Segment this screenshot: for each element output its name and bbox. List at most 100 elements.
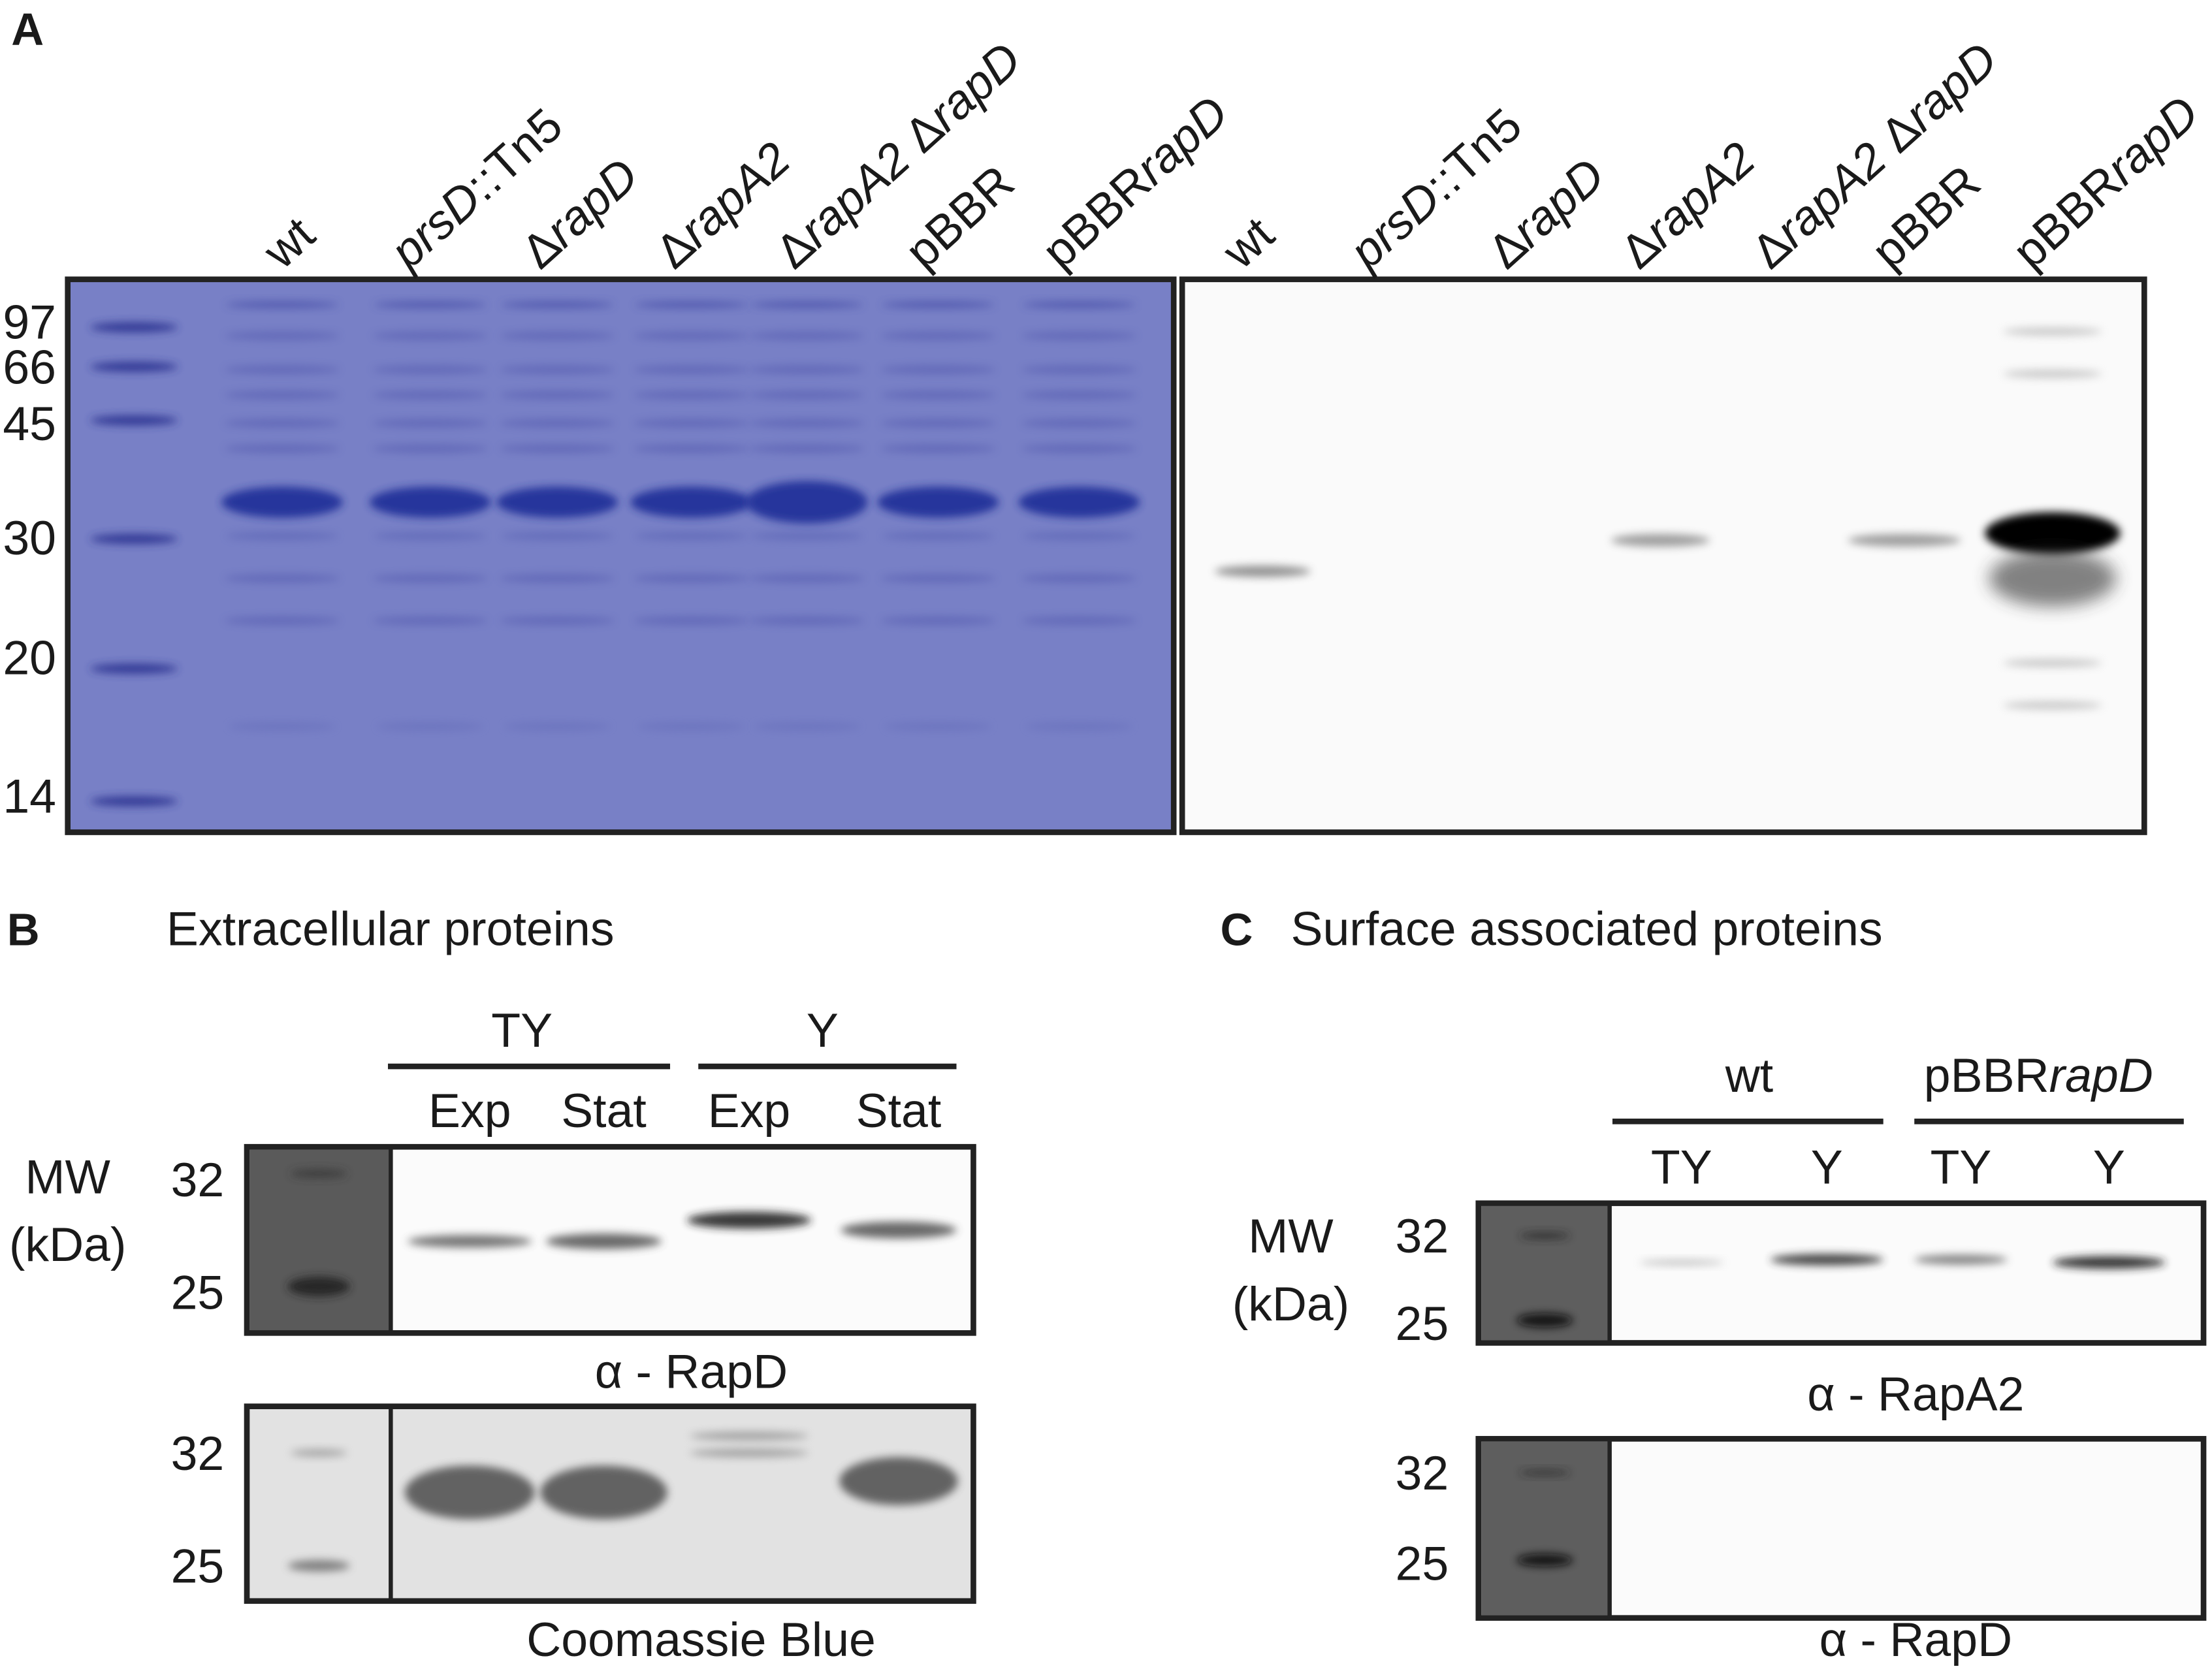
band (1021, 616, 1138, 625)
band (749, 419, 865, 428)
band (1021, 419, 1138, 428)
band (880, 574, 997, 583)
band (877, 486, 999, 518)
band (630, 486, 752, 518)
band (2003, 701, 2102, 710)
band (374, 532, 487, 541)
mw-label: MW (1248, 1209, 1334, 1263)
group-label: pBBRrapD (1924, 1049, 2153, 1102)
band (1611, 534, 1710, 547)
band (880, 616, 997, 625)
band (880, 390, 997, 400)
band (224, 390, 340, 400)
band (2003, 370, 2102, 378)
band (90, 415, 178, 426)
band (753, 722, 861, 731)
band (221, 486, 343, 518)
band (499, 331, 615, 340)
marker-label: 97 (3, 295, 56, 349)
band (882, 532, 995, 541)
band (372, 390, 489, 400)
condition-label: Exp (428, 1084, 511, 1138)
band (1021, 444, 1138, 453)
blot-caption: α - RapA2 (1807, 1367, 2024, 1421)
band (880, 331, 997, 340)
band (290, 1449, 347, 1457)
condition-label: Stat (856, 1084, 942, 1138)
band (372, 419, 489, 428)
band (540, 1465, 667, 1520)
band (2003, 658, 2102, 667)
band (372, 444, 489, 453)
condition-label: Y (2093, 1140, 2125, 1194)
mw-label: MW (25, 1150, 110, 1203)
marker-label: 32 (171, 1153, 225, 1207)
band (499, 616, 615, 625)
band (504, 722, 611, 731)
band (880, 419, 997, 428)
marker-label: 30 (3, 511, 56, 565)
band (1021, 365, 1138, 374)
mw-label: (kDa) (1232, 1277, 1350, 1331)
band (690, 1448, 809, 1458)
band (1639, 1260, 1724, 1266)
blot-caption: α - RapD (1819, 1613, 2012, 1666)
condition-label: Y (1811, 1140, 1843, 1194)
marker-label: 20 (3, 631, 56, 685)
band (880, 365, 997, 374)
band (746, 481, 868, 524)
blot-bands (287, 1169, 2166, 1572)
band (500, 301, 614, 309)
band (633, 365, 750, 374)
lane-label: ΔrapA2 (1611, 132, 1765, 279)
band (90, 663, 178, 674)
band (369, 486, 491, 518)
marker-label: 25 (171, 1266, 225, 1320)
band (884, 722, 992, 731)
band (372, 574, 489, 583)
band (287, 1560, 350, 1572)
panel-title: Surface associated proteins (1290, 902, 1882, 955)
band (1018, 486, 1140, 518)
band (750, 532, 863, 541)
band (228, 722, 336, 731)
band (372, 331, 489, 340)
band (633, 331, 750, 340)
band (90, 534, 178, 544)
band (1025, 722, 1133, 731)
blot-caption: α - RapD (595, 1345, 788, 1399)
lane-label: pBBRrapD (1032, 86, 1238, 279)
band (880, 444, 997, 453)
band (1214, 566, 1311, 577)
band (287, 1276, 350, 1297)
band (749, 574, 865, 583)
band (1519, 1232, 1571, 1239)
condition-label: Stat (561, 1084, 647, 1138)
marker-label: 25 (171, 1540, 225, 1593)
band (224, 574, 340, 583)
marker-lane (1481, 1441, 1609, 1616)
band (545, 1234, 662, 1249)
band (90, 796, 178, 806)
western-blot (1179, 276, 2147, 835)
band (499, 444, 615, 453)
band (749, 365, 865, 374)
band (224, 331, 340, 340)
band (690, 1431, 809, 1441)
group-label: wt (1725, 1049, 1773, 1102)
coomassie-gel (65, 276, 1177, 835)
band (1516, 1313, 1573, 1328)
band (686, 1211, 812, 1229)
band (225, 301, 339, 309)
band (1021, 390, 1138, 400)
band (404, 1465, 535, 1520)
text-part: wt (253, 207, 325, 279)
panel-title: Extracellular proteins (167, 902, 615, 955)
marker-label: 66 (3, 341, 56, 394)
marker-label: 32 (1396, 1446, 1449, 1500)
band (1985, 512, 2121, 554)
marker-label: 25 (1396, 1297, 1449, 1350)
band (499, 419, 615, 428)
band (90, 322, 178, 332)
